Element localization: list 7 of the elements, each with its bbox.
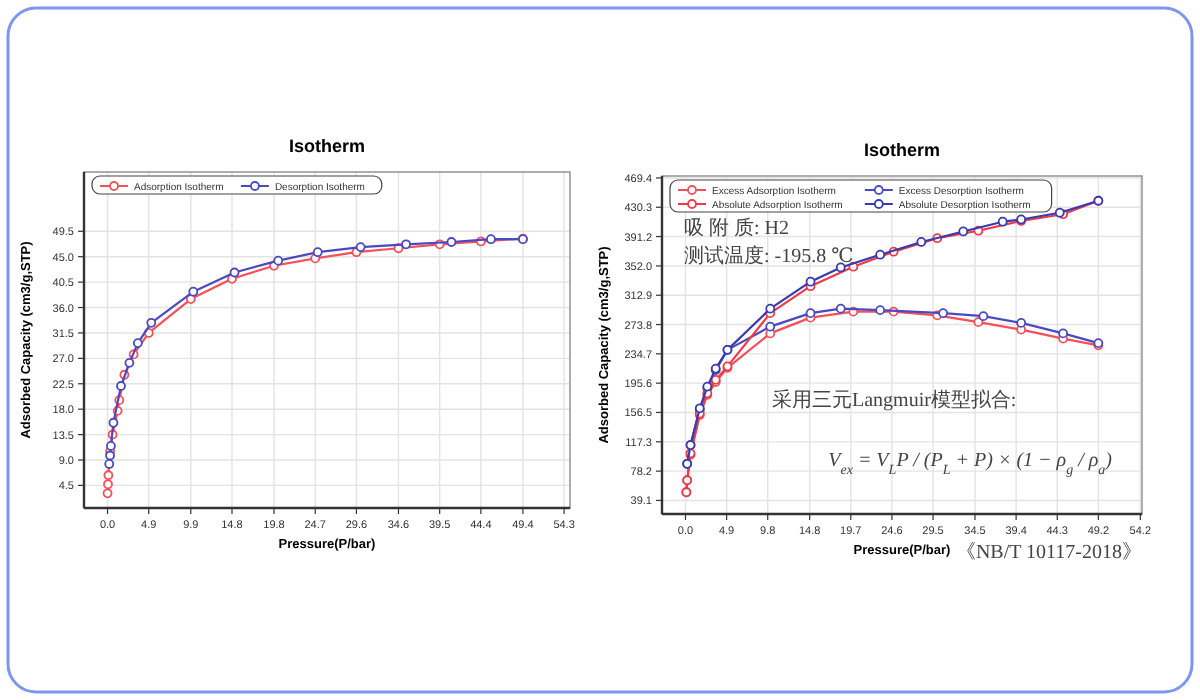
chart-title: Isotherm [863, 140, 941, 160]
text: V$_{ex}$ = V$_{L}$P / (P$_{L}$ + P) × (1 − ρ$_{g}$ / ρ$_{a}$) [828, 450, 1112, 478]
annotation: 吸 附 质: H2 [684, 216, 789, 240]
annotation: 采用三元Langmuir模型拟合: [772, 388, 1017, 412]
text: 《NB/T 10117-2018》 [955, 540, 1142, 564]
chart-title: Isotherm [288, 136, 366, 156]
annotation: 测试温度: -195.8 ℃ [684, 244, 854, 268]
